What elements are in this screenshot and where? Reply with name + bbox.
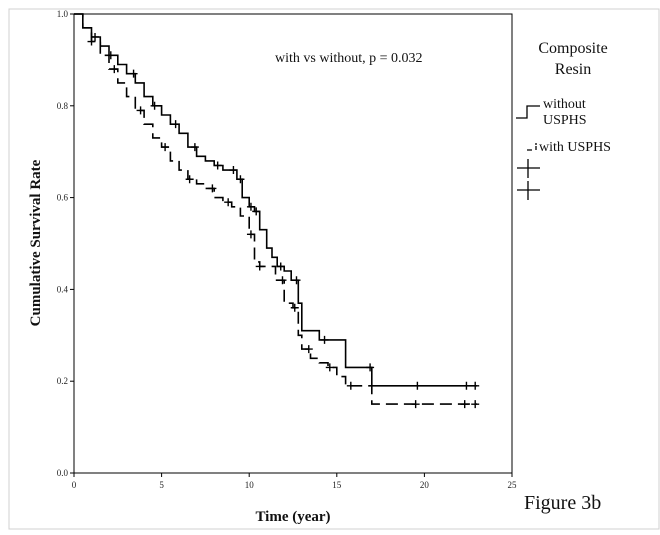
y-axis-title: Cumulative Survival Rate — [28, 159, 44, 326]
censor-mark-with-usphs — [460, 400, 469, 409]
censor-mark-without-usphs — [246, 202, 255, 211]
censor-mark-without-usphs — [471, 381, 480, 390]
censor-mark-with-usphs — [224, 198, 233, 207]
censor-mark-without-usphs — [229, 166, 238, 175]
censor-mark-without-usphs — [190, 143, 199, 152]
censor-mark-with-usphs — [411, 400, 420, 409]
legend: Composite Resin without USPHS with USPHS — [516, 40, 611, 200]
censor-mark-with-usphs — [185, 175, 194, 184]
legend-label-with-usphs: with USPHS — [539, 140, 611, 155]
censor-mark-with-usphs — [290, 303, 299, 312]
censor-mark-without-usphs — [366, 363, 375, 372]
figure-frame — [8, 8, 660, 530]
censor-mark-with-usphs — [208, 184, 217, 193]
censor-mark-without-usphs — [320, 335, 329, 344]
x-tick-label: 15 — [332, 480, 342, 490]
y-axis-ticks: 0.0 0.2 0.4 0.6 0.8 1.0 — [57, 9, 74, 478]
x-tick-label: 10 — [245, 480, 255, 490]
y-tick-label: 0.6 — [57, 193, 69, 203]
censor-mark-with-usphs — [136, 106, 145, 115]
legend-title-line-1: Composite — [538, 40, 607, 57]
censor-mark-without-usphs — [129, 69, 138, 78]
plot-area — [73, 13, 513, 474]
censor-mark-without-usphs — [413, 381, 422, 390]
censor-mark-without-usphs — [171, 120, 180, 129]
censor-mark-with-usphs — [87, 37, 96, 46]
legend-label-without-line-2: USPHS — [543, 113, 587, 128]
censor-mark-with-usphs — [278, 276, 287, 285]
series-layer — [74, 13, 480, 409]
censor-mark-with-usphs — [471, 400, 480, 409]
x-axis-ticks: 0 5 10 15 20 25 — [72, 473, 517, 490]
legend-marker-censor-plus-1 — [517, 159, 540, 178]
y-tick-label: 0.0 — [57, 468, 69, 478]
censor-mark-with-usphs — [346, 381, 355, 390]
legend-marker-dashed-step — [527, 143, 537, 151]
censor-mark-without-usphs — [213, 161, 222, 170]
legend-marker-censor-plus-2 — [517, 181, 540, 200]
legend-title-line-2: Resin — [555, 61, 591, 78]
annotation-pvalue: with vs without, p = 0.032 — [275, 51, 423, 66]
legend-marker-solid-step — [516, 105, 540, 119]
x-tick-label: 25 — [508, 480, 518, 490]
figure-label: Figure 3b — [524, 492, 602, 514]
censor-mark-without-usphs — [276, 262, 285, 271]
censor-mark-with-usphs — [246, 230, 255, 239]
censor-mark-with-usphs — [161, 143, 170, 152]
censor-mark-with-usphs — [110, 65, 119, 74]
censor-mark-with-usphs — [325, 363, 334, 372]
x-tick-label: 20 — [420, 480, 430, 490]
x-tick-label: 5 — [159, 480, 164, 490]
legend-label-without-line-1: without — [543, 97, 586, 112]
x-axis-title: Time (year) — [255, 509, 330, 525]
censor-mark-with-usphs — [304, 345, 313, 354]
censor-mark-without-usphs — [292, 276, 301, 285]
censor-mark-without-usphs — [91, 32, 100, 41]
censor-mark-with-usphs — [255, 262, 264, 271]
censor-mark-without-usphs — [236, 175, 245, 184]
censor-mark-without-usphs — [252, 207, 261, 216]
x-tick-label: 0 — [72, 480, 77, 490]
censor-mark-without-usphs — [150, 101, 159, 110]
y-tick-label: 0.8 — [57, 101, 69, 111]
y-tick-label: 0.2 — [57, 376, 68, 386]
series-line-with-usphs — [74, 13, 477, 405]
y-tick-label: 0.4 — [57, 284, 69, 294]
y-tick-label: 1.0 — [57, 9, 69, 19]
censor-mark-without-usphs — [462, 381, 471, 390]
